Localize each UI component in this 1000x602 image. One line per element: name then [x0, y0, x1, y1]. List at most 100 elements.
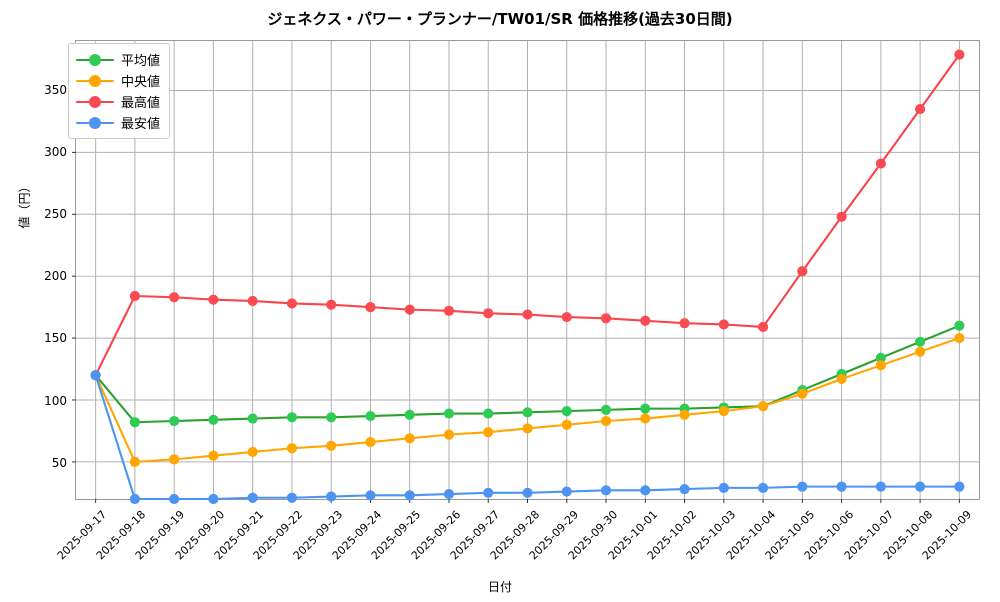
- series-point: [875, 158, 886, 169]
- series-point: [640, 315, 651, 326]
- series-point: [286, 298, 298, 309]
- series-point: [718, 406, 729, 417]
- series-point: [600, 415, 612, 427]
- series-point: [90, 370, 101, 381]
- series-point: [757, 401, 769, 412]
- legend-item-3[interactable]: 最安値: [76, 112, 160, 133]
- chart-legend: 平均値中央値最高値 最安値: [68, 43, 171, 139]
- legend-label: 最高値: [121, 96, 161, 111]
- series-point: [365, 436, 376, 448]
- series-point: [679, 409, 690, 420]
- series-point: [836, 481, 847, 492]
- series-point: [954, 481, 965, 492]
- series-point: [404, 409, 415, 420]
- series-point: [640, 403, 651, 414]
- series-point: [247, 295, 258, 307]
- series-point: [169, 292, 180, 303]
- series-point: [561, 406, 572, 417]
- series-point: [404, 304, 415, 315]
- series-point: [718, 319, 729, 330]
- y-tick-label: 100: [44, 393, 67, 408]
- series-point: [561, 311, 572, 323]
- chart-title: ジェネクス・パワー・プランナー/TW01/SR 価格推移(過去30日間): [267, 10, 733, 28]
- series-line-1: [94, 337, 961, 463]
- legend-swatch-icon: [76, 74, 114, 88]
- series-point: [404, 433, 415, 444]
- series-line-3: [94, 374, 961, 501]
- series-point: [600, 404, 612, 415]
- series-point: [365, 490, 376, 501]
- series-point: [640, 485, 651, 496]
- series-point: [286, 443, 298, 454]
- series-point: [875, 352, 886, 363]
- legend-label: 中央値: [121, 75, 161, 90]
- series-point: [247, 446, 258, 458]
- series-point: [600, 485, 612, 496]
- series-point: [483, 408, 494, 419]
- series-point: [915, 346, 926, 357]
- series-point: [326, 491, 337, 502]
- series-point: [129, 493, 140, 505]
- series-point: [483, 487, 494, 498]
- y-tick-label: 200: [44, 269, 67, 284]
- legend-swatch-icon: [76, 95, 114, 109]
- legend-item-0[interactable]: 平均値: [76, 49, 160, 70]
- series-point: [875, 481, 886, 492]
- series-point: [797, 388, 808, 399]
- series-point: [522, 487, 533, 498]
- series-point: [208, 414, 219, 425]
- series-point: [640, 413, 651, 424]
- series-point: [443, 305, 455, 316]
- series-point: [129, 417, 140, 428]
- series-point: [169, 415, 180, 427]
- series-point: [679, 318, 690, 329]
- series-point: [915, 481, 926, 492]
- y-tick-label: 300: [44, 144, 67, 159]
- plot-area: [72, 40, 980, 505]
- series-point: [286, 492, 298, 503]
- series-point: [836, 211, 847, 222]
- series-point: [443, 408, 455, 419]
- series-point: [208, 493, 219, 505]
- series-point: [718, 482, 729, 493]
- series-point: [443, 488, 455, 500]
- series-point: [286, 412, 298, 423]
- legend-item-2[interactable]: 最高値: [76, 91, 160, 112]
- series-point: [404, 490, 415, 501]
- legend-swatch-icon: [76, 116, 114, 130]
- series-point: [522, 407, 533, 418]
- y-tick-label: 250: [44, 207, 67, 222]
- series-point: [365, 302, 376, 313]
- series-point: [797, 481, 808, 492]
- legend-swatch-icon: [76, 53, 114, 67]
- series-point: [326, 412, 337, 423]
- data-series-layer: [90, 49, 965, 505]
- series-point: [757, 482, 769, 493]
- series-point: [561, 419, 572, 430]
- series-line-2: [94, 53, 961, 377]
- series-point: [954, 333, 965, 344]
- series-point: [522, 309, 533, 320]
- series-point: [679, 484, 690, 495]
- series-point: [522, 423, 533, 434]
- y-tick-label: 50: [51, 455, 67, 470]
- series-point: [208, 450, 219, 461]
- series-point: [797, 266, 808, 277]
- series-point: [600, 313, 612, 324]
- series-point: [247, 413, 258, 424]
- y-axis-label: 値（円）: [17, 180, 32, 229]
- series-point: [836, 373, 847, 385]
- series-point: [129, 290, 140, 302]
- series-point: [365, 410, 376, 422]
- series-point: [954, 49, 965, 60]
- y-tick-label: 150: [44, 331, 67, 346]
- series-point: [129, 456, 140, 467]
- series-point: [561, 486, 572, 497]
- series-point: [483, 308, 494, 319]
- y-tick-label: 350: [44, 82, 67, 97]
- grid-lines: [72, 41, 979, 503]
- series-point: [169, 493, 180, 505]
- series-point: [208, 294, 219, 305]
- legend-item-1[interactable]: 中央値: [76, 70, 160, 91]
